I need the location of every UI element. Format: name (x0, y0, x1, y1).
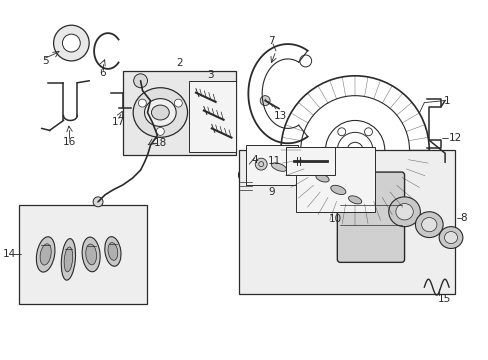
Circle shape (156, 127, 164, 135)
Text: 5: 5 (42, 56, 49, 66)
Text: 16: 16 (62, 137, 76, 147)
Bar (19, 205, 147, 304)
Circle shape (337, 128, 345, 136)
Text: 13: 13 (273, 111, 286, 121)
Circle shape (255, 158, 266, 170)
Ellipse shape (271, 163, 286, 171)
Ellipse shape (64, 247, 73, 272)
Ellipse shape (36, 237, 55, 272)
Ellipse shape (388, 197, 420, 227)
Circle shape (93, 197, 103, 207)
Ellipse shape (444, 231, 457, 244)
Ellipse shape (85, 244, 96, 265)
Text: 11: 11 (267, 156, 280, 166)
Text: 18: 18 (153, 138, 166, 148)
Text: 4: 4 (250, 155, 257, 165)
Circle shape (260, 96, 269, 105)
Text: 6: 6 (100, 68, 106, 78)
Bar (239, 150, 454, 294)
Ellipse shape (330, 185, 345, 194)
Text: 3: 3 (207, 70, 214, 80)
Bar (246, 145, 297, 185)
Ellipse shape (151, 105, 169, 120)
Ellipse shape (108, 243, 118, 260)
Ellipse shape (133, 88, 187, 137)
Ellipse shape (315, 174, 328, 182)
Text: 14: 14 (2, 249, 16, 260)
Text: 8: 8 (460, 213, 466, 223)
Ellipse shape (348, 196, 361, 204)
Ellipse shape (104, 237, 121, 266)
Circle shape (133, 74, 147, 88)
Bar (122, 71, 236, 155)
Bar (295, 147, 374, 212)
Ellipse shape (82, 237, 100, 272)
Circle shape (174, 99, 182, 107)
Ellipse shape (395, 203, 412, 220)
Ellipse shape (300, 161, 313, 169)
Circle shape (350, 169, 358, 177)
Text: 1: 1 (443, 96, 449, 105)
Ellipse shape (421, 217, 436, 232)
Circle shape (238, 167, 254, 183)
Circle shape (372, 153, 380, 161)
Text: 15: 15 (437, 294, 450, 304)
Ellipse shape (438, 227, 462, 248)
Ellipse shape (144, 99, 176, 126)
Circle shape (364, 128, 372, 136)
Ellipse shape (61, 239, 75, 280)
Circle shape (54, 25, 89, 61)
Bar (189, 81, 236, 152)
Circle shape (329, 153, 337, 161)
Text: 10: 10 (328, 214, 341, 224)
Circle shape (138, 99, 146, 107)
Text: 2: 2 (176, 58, 183, 68)
Bar (285, 147, 335, 175)
FancyBboxPatch shape (337, 172, 404, 262)
Circle shape (346, 142, 362, 158)
Ellipse shape (40, 244, 51, 265)
Text: 7: 7 (267, 36, 274, 46)
Text: 12: 12 (447, 133, 461, 143)
Text: 17: 17 (112, 117, 125, 127)
Circle shape (62, 34, 80, 52)
Ellipse shape (415, 212, 442, 238)
Text: 9: 9 (268, 187, 275, 197)
